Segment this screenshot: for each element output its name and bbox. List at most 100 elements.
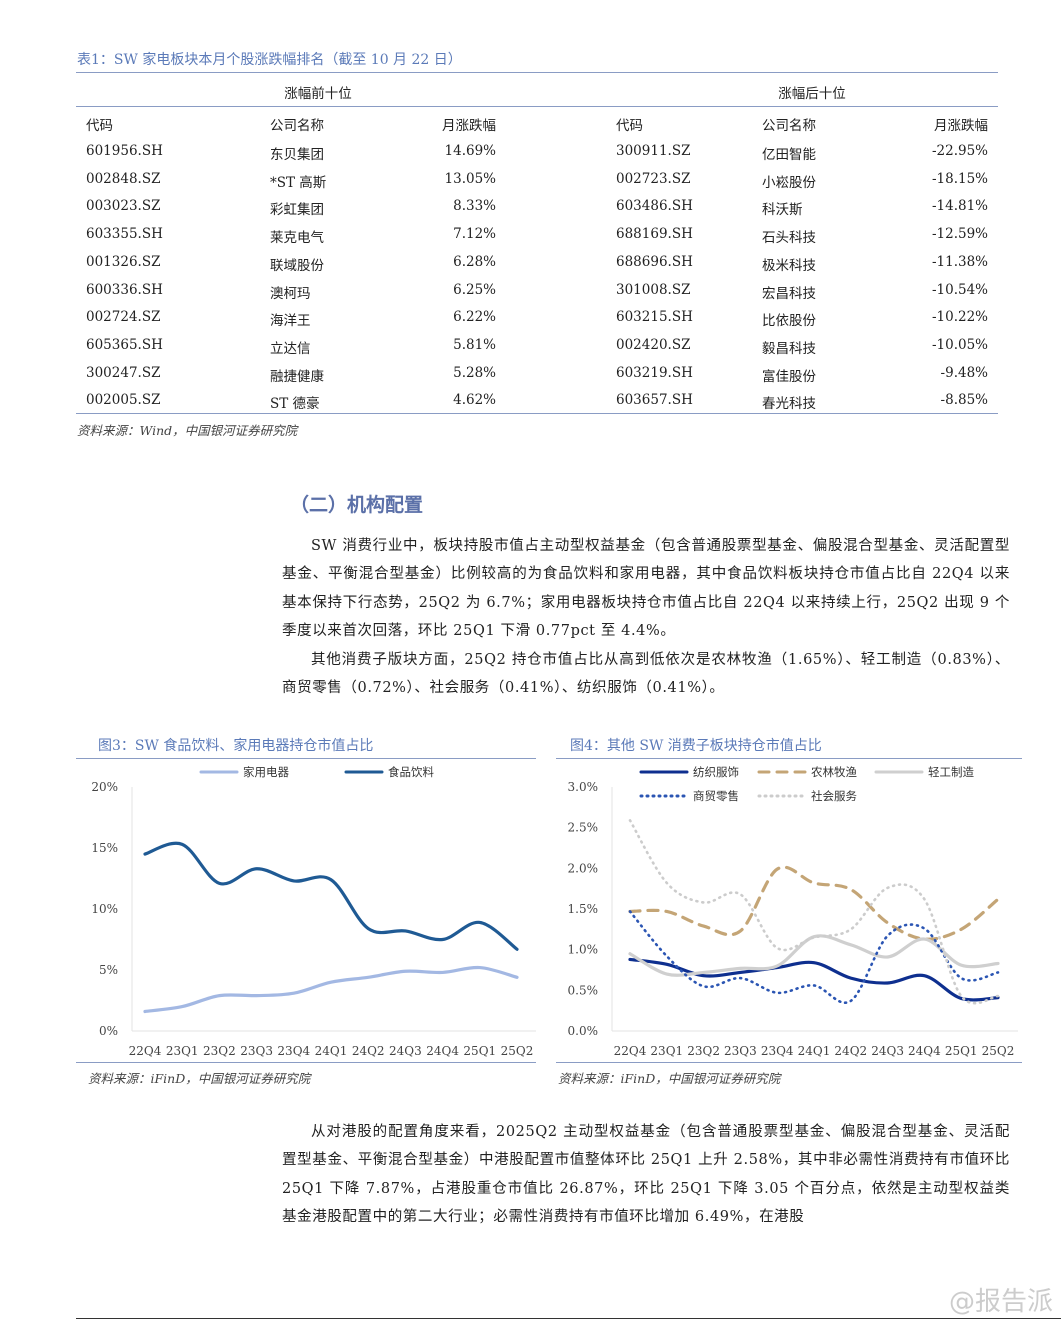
- divider: [76, 106, 998, 107]
- table-cell: 6.22%: [453, 309, 496, 326]
- table-cell: 5.28%: [453, 364, 496, 381]
- y-tick-label: 0%: [99, 1024, 118, 1038]
- table-cell: 603215.SH: [616, 309, 693, 326]
- table-cell: 融捷健康: [270, 368, 324, 385]
- y-tick-label: 0.0%: [568, 1024, 599, 1038]
- table-cell: 澳柯玛: [270, 285, 311, 302]
- paragraph-1: SW 消费行业中，板块持股市值占主动型权益基金（包含普通股票型基金、偏股混合型基…: [282, 538, 1010, 640]
- x-tick-label: 23Q1: [650, 1044, 683, 1058]
- legend-label: 食品饮料: [388, 765, 434, 779]
- top-header: 涨幅前十位: [284, 86, 352, 102]
- table-cell: 比依股份: [762, 313, 816, 330]
- table-cell: 极米科技: [762, 257, 816, 274]
- x-tick-label: 22Q4: [614, 1044, 647, 1058]
- table-cell: 001326.SZ: [86, 253, 161, 270]
- divider: [76, 72, 998, 73]
- y-tick-label: 2.5%: [568, 821, 599, 835]
- table-cell: 亿田智能: [762, 147, 816, 163]
- column-header: 月涨跌幅: [442, 118, 496, 134]
- table-cell: 603486.SH: [616, 198, 693, 215]
- table-cell: 002724.SZ: [86, 309, 161, 326]
- x-tick-label: 23Q1: [166, 1044, 199, 1058]
- y-tick-label: 15%: [91, 841, 118, 855]
- table-cell: -8.85%: [940, 392, 988, 409]
- x-tick-label: 24Q4: [426, 1044, 459, 1058]
- table-cell: 13.05%: [444, 170, 496, 187]
- table-cell: 300247.SZ: [86, 364, 161, 381]
- divider: [76, 413, 998, 414]
- y-tick-label: 1.5%: [568, 902, 599, 916]
- y-tick-label: 10%: [91, 902, 118, 916]
- chart4-source: 资料来源：iFinD，中国银河证券研究院: [558, 1071, 781, 1086]
- chart3-title: 图3：SW 食品饮料、家用电器持仓市值占比: [98, 738, 374, 754]
- table-cell: ST 德豪: [270, 396, 320, 413]
- legend-label: 纺织服饰: [693, 765, 739, 779]
- legend-label: 家用电器: [243, 765, 289, 779]
- column-header: 代码: [86, 118, 113, 134]
- table-cell: 小崧股份: [762, 174, 816, 191]
- x-tick-label: 22Q4: [129, 1044, 162, 1058]
- table-cell: -11.38%: [931, 253, 988, 270]
- footer-rule: [76, 1318, 1061, 1319]
- table-cell: 联域股份: [270, 257, 324, 274]
- table-cell: 6.28%: [453, 253, 496, 270]
- table-cell: *ST 高斯: [270, 174, 327, 191]
- divider: [76, 1062, 536, 1063]
- table-cell: 5.81%: [453, 336, 496, 353]
- table-cell: 8.33%: [453, 198, 496, 215]
- table-cell: 002848.SZ: [86, 170, 161, 187]
- table-cell: 603657.SH: [616, 392, 693, 409]
- paragraph: SW 消费行业中，板块持股市值占主动型权益基金（包含普通股票型基金、偏股混合型基…: [282, 532, 1010, 702]
- table-cell: 石头科技: [762, 230, 816, 247]
- watermark: @报告派: [948, 1287, 1053, 1317]
- table-cell: 002723.SZ: [616, 170, 691, 187]
- x-tick-label: 24Q3: [389, 1044, 422, 1058]
- table-cell: -18.15%: [931, 170, 988, 187]
- table-cell: 毅昌科技: [762, 340, 816, 357]
- table-title: 表1：SW 家电板块本月个股涨跌幅排名（截至 10 月 22 日）: [77, 52, 462, 68]
- table-cell: 601956.SH: [86, 143, 163, 159]
- table-cell: -9.48%: [940, 364, 988, 381]
- x-tick-label: 23Q3: [240, 1044, 273, 1058]
- x-tick-label: 24Q3: [871, 1044, 904, 1058]
- y-tick-label: 3.0%: [568, 780, 599, 794]
- table-cell: 7.12%: [453, 226, 496, 243]
- x-tick-label: 25Q2: [501, 1044, 534, 1058]
- series-line-1: [628, 865, 1000, 941]
- table-cell: -22.95%: [931, 143, 988, 159]
- paragraph: 从对港股的配置角度来看，2025Q2 主动型权益基金（包含普通股票型基金、偏股混…: [282, 1118, 1010, 1232]
- table-cell: 海洋王: [270, 313, 311, 330]
- table-cell: 东贝集团: [270, 147, 324, 163]
- series-line-4: [628, 819, 1000, 1005]
- x-tick-label: 23Q4: [761, 1044, 794, 1058]
- x-tick-label: 24Q4: [908, 1044, 941, 1058]
- legend-label: 商贸零售: [693, 789, 739, 803]
- table-cell: 603219.SH: [616, 364, 693, 381]
- table-cell: -10.05%: [931, 336, 988, 353]
- table-cell: 立达信: [270, 340, 311, 357]
- table-cell: 003023.SZ: [86, 198, 161, 215]
- x-tick-label: 23Q3: [724, 1044, 757, 1058]
- chart4-title: 图4：其他 SW 消费子板块持仓市值占比: [570, 738, 822, 754]
- x-tick-label: 25Q1: [945, 1044, 978, 1058]
- y-tick-label: 2.0%: [568, 861, 599, 875]
- table-cell: 春光科技: [762, 396, 816, 413]
- x-tick-label: 24Q2: [352, 1044, 385, 1058]
- table-cell: 688169.SH: [616, 226, 693, 243]
- y-tick-label: 20%: [91, 780, 118, 794]
- chart3: 0% 5% 10% 15% 20% 22Q4 23Q1 23Q2 23Q3 23Q4 24Q1 24Q…: [91, 765, 536, 1058]
- column-header: 代码: [616, 118, 643, 134]
- x-tick-label: 24Q1: [315, 1044, 348, 1058]
- table-cell: 301008.SZ: [616, 281, 691, 298]
- x-tick-label: 25Q1: [463, 1044, 496, 1058]
- series-line-3: [628, 910, 1000, 1004]
- column-header: 公司名称: [762, 118, 816, 134]
- series-line-2: [628, 934, 1000, 977]
- divider: [556, 1062, 1022, 1063]
- section-heading: （二）机构配置: [290, 494, 424, 516]
- bottom-header: 涨幅后十位: [778, 86, 846, 102]
- table-cell: -14.81%: [931, 198, 988, 215]
- chart4: 0.0% 0.5% 1.0% 1.5% 2.0% 2.5% 3.0% 22Q4 23Q1 23Q2…: [568, 765, 1018, 1058]
- table-cell: 宏昌科技: [762, 285, 816, 302]
